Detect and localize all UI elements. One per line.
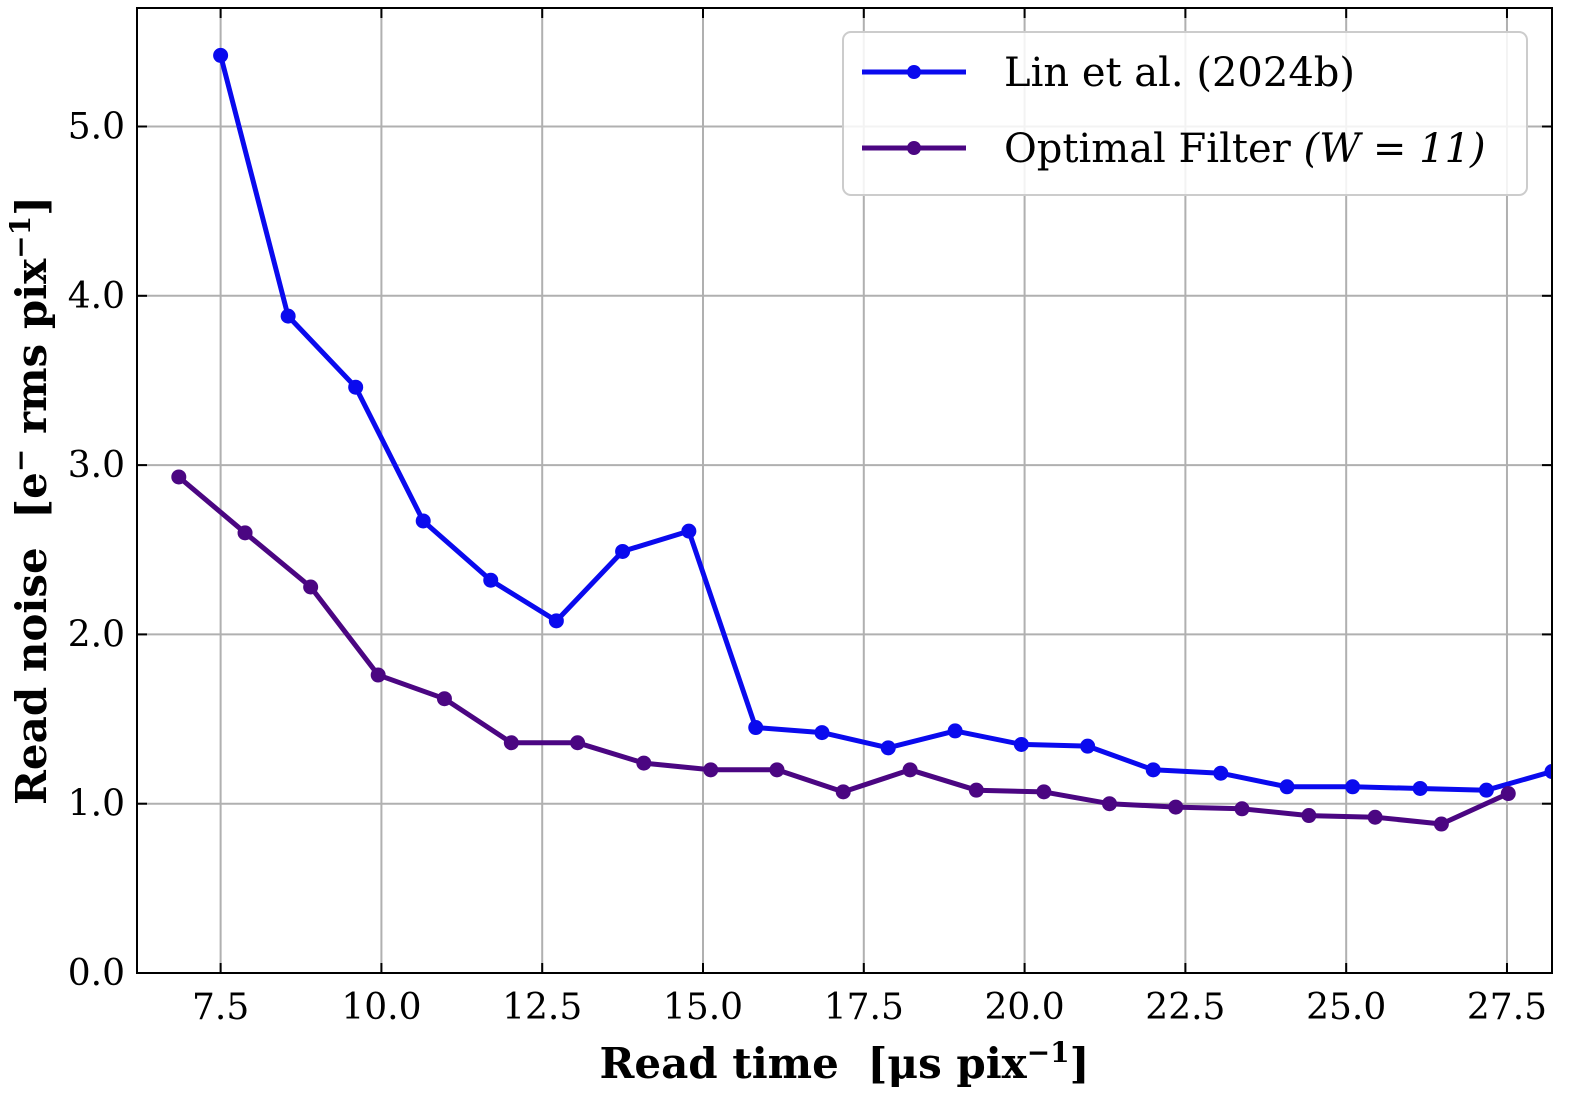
x-tick-label: 7.5 — [192, 987, 249, 1028]
data-point-lin — [1478, 782, 1494, 798]
data-point-optimal-filter — [968, 782, 984, 798]
y-tick-label: 1.0 — [68, 784, 125, 825]
data-point-lin — [814, 725, 830, 741]
legend-marker-optimal-filter — [907, 141, 921, 155]
data-point-lin — [1544, 764, 1552, 780]
data-point-optimal-filter — [1367, 809, 1383, 825]
data-point-optimal-filter — [436, 691, 452, 707]
series-line-optimal-filter — [177, 475, 1510, 827]
data-point-lin — [615, 543, 631, 559]
plot-frame — [136, 7, 1553, 974]
data-point-lin — [483, 572, 499, 588]
data-point-optimal-filter — [570, 735, 586, 751]
data-point-optimal-filter — [171, 469, 187, 485]
data-point-optimal-filter — [1301, 808, 1317, 824]
data-point-lin — [1145, 762, 1161, 778]
y-tick-label: 2.0 — [68, 614, 125, 655]
y-axis-title: Read noise [e− rms pix−1] — [4, 196, 56, 805]
data-point-optimal-filter — [237, 525, 253, 541]
data-point-lin — [1345, 779, 1361, 795]
data-point-optimal-filter — [1433, 816, 1449, 832]
x-tick-label: 10.0 — [341, 987, 421, 1028]
data-point-optimal-filter — [1500, 786, 1516, 802]
data-point-lin — [348, 379, 364, 395]
legend: Lin et al. (2024b) Optimal Filter (W = 1… — [842, 31, 1528, 196]
data-point-optimal-filter — [1036, 784, 1052, 800]
data-point-lin — [681, 523, 697, 539]
data-point-optimal-filter — [769, 762, 785, 778]
data-point-optimal-filter — [503, 735, 519, 751]
x-tick-label: 27.5 — [1467, 987, 1547, 1028]
x-tick-label: 20.0 — [985, 987, 1065, 1028]
legend-box — [842, 31, 1528, 196]
x-tick-label: 17.5 — [824, 987, 904, 1028]
data-point-lin — [548, 613, 564, 629]
y-tick-label: 3.0 — [68, 445, 125, 486]
data-point-optimal-filter — [370, 667, 386, 683]
data-point-optimal-filter — [303, 579, 319, 595]
x-tick-label: 25.0 — [1306, 987, 1386, 1028]
data-point-lin — [280, 308, 296, 324]
data-point-optimal-filter — [1101, 796, 1117, 812]
data-point-lin — [748, 720, 764, 736]
legend-entry-lin: Lin et al. (2024b) — [862, 50, 1355, 96]
data-point-optimal-filter — [1168, 799, 1184, 815]
data-point-optimal-filter — [636, 755, 652, 771]
data-point-optimal-filter — [902, 762, 918, 778]
y-tick-label: 5.0 — [68, 107, 125, 148]
x-axis-title: Read time [μs pix−1] — [599, 1036, 1089, 1088]
data-point-optimal-filter — [835, 784, 851, 800]
data-point-lin — [1013, 736, 1029, 752]
data-point-lin — [947, 723, 963, 739]
y-tick-label: 4.0 — [68, 276, 125, 317]
axis-ticks: 7.5 10.0 12.5 15.0 17.5 20.0 22.5 25.0 27.5 0.0 1.… — [68, 8, 1552, 1028]
series-lines — [171, 47, 1552, 832]
legend-entry-optimal-filter: Optimal Filter (W = 11) — [862, 126, 1486, 172]
data-point-lin — [1279, 779, 1295, 795]
x-tick-label: 12.5 — [502, 987, 582, 1028]
legend-label-optimal-filter: Optimal Filter (W = 11) — [1004, 126, 1486, 172]
legend-marker-lin — [907, 65, 921, 79]
data-point-optimal-filter — [1234, 801, 1250, 817]
data-point-lin — [1412, 780, 1428, 796]
data-point-lin — [213, 47, 229, 63]
legend-label-lin: Lin et al. (2024b) — [1004, 50, 1355, 96]
data-point-optimal-filter — [703, 762, 719, 778]
data-point-lin — [1080, 738, 1096, 754]
x-tick-label: 15.0 — [663, 987, 743, 1028]
data-point-lin — [1213, 765, 1229, 781]
data-point-lin — [880, 740, 896, 756]
y-tick-label: 0.0 — [68, 953, 125, 994]
data-point-lin — [415, 513, 431, 529]
x-tick-label: 22.5 — [1145, 987, 1225, 1028]
